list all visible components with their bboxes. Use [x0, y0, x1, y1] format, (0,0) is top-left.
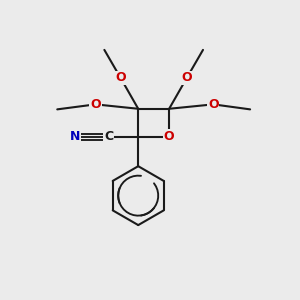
Text: C: C	[104, 130, 113, 143]
Text: O: O	[182, 71, 192, 84]
Text: N: N	[70, 130, 80, 143]
Text: O: O	[115, 71, 126, 84]
Text: O: O	[90, 98, 101, 111]
Text: O: O	[208, 98, 219, 111]
Text: O: O	[164, 130, 175, 143]
